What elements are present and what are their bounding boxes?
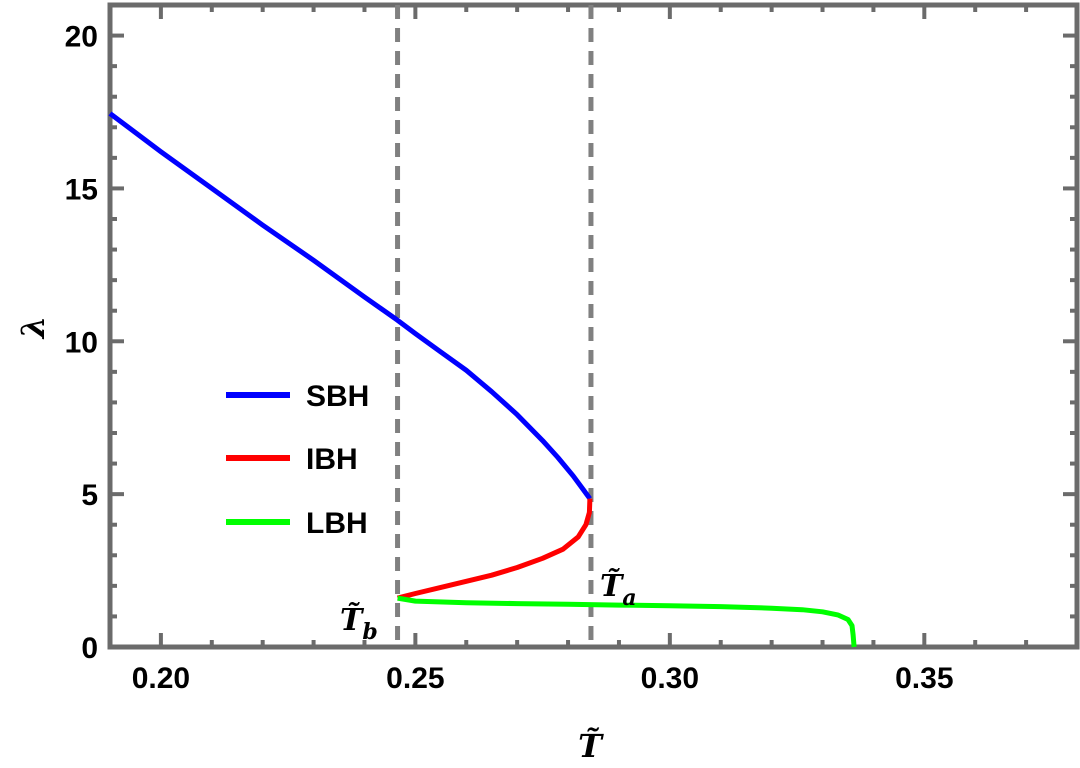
series-lines xyxy=(108,111,857,648)
x-tick-label: 0.30 xyxy=(641,662,699,695)
y-tick-label: 0 xyxy=(81,632,98,665)
x-tick-label: 0.35 xyxy=(895,662,953,695)
series-line-lbh xyxy=(397,595,857,648)
y-tick-label: 15 xyxy=(65,173,98,206)
legend-label-ibh: IBH xyxy=(306,443,358,476)
dashed-reference-lines xyxy=(395,5,594,647)
legend-label-lbh: LBH xyxy=(306,507,368,540)
legend: SBH IBH LBH xyxy=(226,380,369,540)
axis-ticks xyxy=(108,3,1079,649)
y-tick-label: 10 xyxy=(65,326,98,359)
y-tick-label: 20 xyxy=(65,21,98,54)
x-axis-title: T̃ xyxy=(578,727,604,765)
series-line-ibh xyxy=(396,498,593,601)
annotation-t-b: T̃b xyxy=(340,603,378,645)
plot-frame xyxy=(107,2,1080,650)
y-axis-title: λ xyxy=(14,316,52,340)
x-tick-label: 0.25 xyxy=(386,662,444,695)
series-line-sbh xyxy=(108,111,592,501)
tick-labels: 0.20 0.25 0.30 0.35 0 5 10 15 20 xyxy=(65,21,954,695)
legend-label-sbh: SBH xyxy=(306,380,369,413)
y-tick-label: 5 xyxy=(81,479,98,512)
x-tick-label: 0.20 xyxy=(132,662,190,695)
plot-border xyxy=(107,2,1080,650)
